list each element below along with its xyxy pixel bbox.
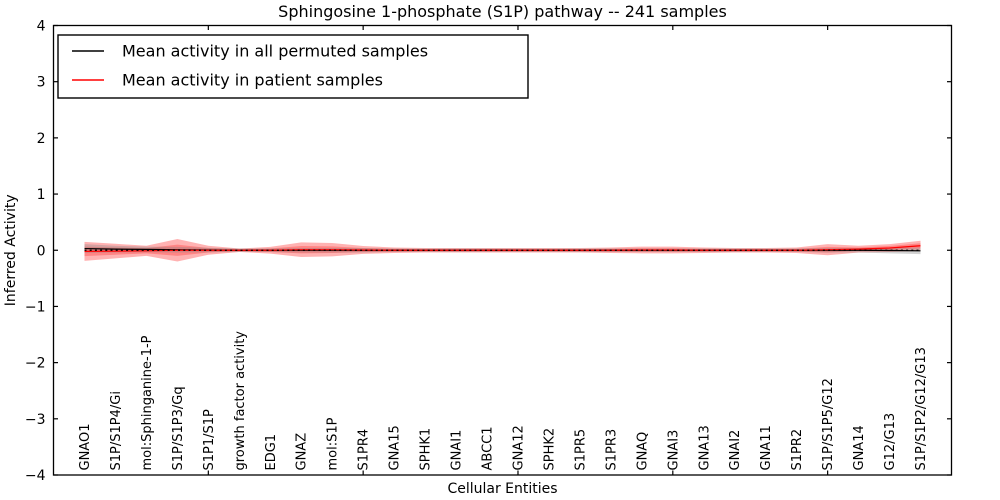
ytick-label: 4	[37, 19, 46, 35]
entity-label-mol-s1p: mol:S1P	[326, 417, 341, 470]
chart-title: Sphingosine 1-phosphate (S1P) pathway --…	[278, 2, 727, 21]
x-axis-label: Cellular Entities	[447, 481, 557, 497]
entity-label-s1p-s1p4-gi: S1P/S1P4/Gi	[109, 391, 124, 470]
y-axis-label: Inferred Activity	[3, 194, 19, 306]
ytick-label: 1	[37, 187, 46, 203]
entity-label-growth-factor-activity: growth factor activity	[233, 331, 248, 471]
entity-label-s1p-s1p2-g12-g13: S1P/S1P2/G12/G13	[914, 347, 929, 470]
entity-label-g12-g13: G12/G13	[883, 413, 898, 471]
entity-label-gna14: GNA14	[852, 425, 867, 470]
entity-label-s1p1-s1p: S1P1/S1P	[202, 409, 217, 471]
ytick-label: −4	[25, 468, 46, 484]
entity-label-abcc1: ABCC1	[481, 426, 496, 470]
entity-label-gnao1: GNAO1	[78, 424, 93, 471]
legend-box	[57, 34, 529, 99]
entity-label-gnai1: GNAI1	[450, 430, 465, 471]
entity-label-gnaz: GNAZ	[295, 433, 310, 471]
ytick-label: 3	[37, 75, 46, 91]
entity-label-mol-sphinganine-1-p: mol:Sphinganine-1-P	[140, 335, 155, 470]
entity-label-gna13: GNA13	[697, 425, 712, 470]
entity-label-gna12: GNA12	[512, 425, 527, 470]
entity-label-gnai3: GNAI3	[666, 430, 681, 471]
legend-label-0: Mean activity in all permuted samples	[122, 42, 428, 61]
entity-label-s1pr2: S1PR2	[790, 429, 805, 471]
entity-label-edg1: EDG1	[264, 434, 279, 471]
entity-label-s1pr4: S1PR4	[357, 429, 372, 471]
entity-label-sphk2: SPHK2	[542, 428, 557, 471]
entity-label-s1pr3: S1PR3	[604, 429, 619, 471]
entity-label-gna15: GNA15	[388, 425, 403, 470]
ytick-label: −3	[25, 412, 46, 428]
entity-label-s1p-s1p5-g12: S1P/S1P5/G12	[821, 378, 836, 470]
entity-label-s1p-s1p3-gq: S1P/S1P3/Gq	[171, 386, 186, 470]
entity-label-gnaq: GNAQ	[635, 432, 650, 471]
ytick-label: 2	[37, 131, 46, 147]
ytick-label: 0	[37, 243, 46, 259]
entity-label-gna11: GNA11	[759, 425, 774, 470]
band-2-permuted-activity-spread	[84, 244, 921, 255]
ytick-label: −1	[25, 299, 46, 315]
ytick-label: −2	[25, 356, 46, 372]
entity-label-sphk1: SPHK1	[419, 428, 434, 471]
legend-label-1: Mean activity in patient samples	[122, 71, 383, 90]
entity-label-gnai2: GNAI2	[728, 430, 743, 471]
entity-label-s1pr5: S1PR5	[573, 429, 588, 471]
